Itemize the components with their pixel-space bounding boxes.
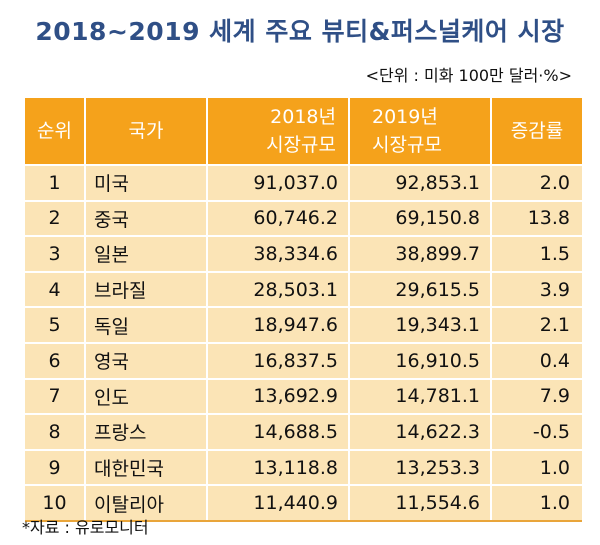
table-row: 3 일본 38,334.6 38,899.7 1.5: [25, 235, 582, 272]
cell-2018: 13,118.8: [207, 448, 350, 486]
table-row: 7 인도 13,692.9 14,781.1 7.9: [25, 377, 582, 415]
cell-growth: 13.8: [491, 199, 582, 237]
header-growth: 증감률: [491, 98, 582, 165]
cell-2019: 69,150.8: [349, 199, 492, 237]
cell-country: 인도: [85, 377, 208, 415]
cell-2019: 29,615.5: [349, 270, 492, 308]
cell-country: 중국: [85, 199, 208, 237]
cell-2019: 11,554.6: [349, 484, 492, 522]
cell-rank: 1: [25, 164, 86, 201]
cell-rank: 4: [25, 270, 86, 308]
cell-growth: 3.9: [491, 270, 582, 308]
table-row: 1 미국 91,037.0 92,853.1 2.0: [25, 164, 582, 201]
cell-2019: 14,622.3: [349, 413, 492, 450]
header-2019-label: 시장규모: [372, 134, 442, 156]
cell-rank: 3: [25, 235, 86, 272]
header-country: 국가: [85, 98, 208, 165]
table-row: 5 독일 18,947.6 19,343.1 2.1: [25, 306, 582, 343]
cell-growth: 1.0: [491, 448, 582, 486]
cell-rank: 5: [25, 306, 86, 343]
cell-rank: 8: [25, 413, 86, 450]
cell-2018: 91,037.0: [207, 164, 350, 201]
table-header-row: 순위 국가 2018년 시장규모 2019년 시장규모 증감률: [25, 98, 582, 165]
cell-rank: 7: [25, 377, 86, 415]
cell-2018: 38,334.6: [207, 235, 350, 272]
cell-growth: 1.5: [491, 235, 582, 272]
cell-growth: 7.9: [491, 377, 582, 415]
cell-2019: 14,781.1: [349, 377, 492, 415]
unit-note: <단위 : 미화 100만 달러·%>: [365, 66, 572, 85]
cell-growth: 1.0: [491, 484, 582, 522]
cell-country: 이탈리아: [85, 484, 208, 522]
cell-2018: 13,692.9: [207, 377, 350, 415]
cell-2019: 38,899.7: [349, 235, 492, 272]
cell-country: 독일: [85, 306, 208, 343]
cell-2018: 16,837.5: [207, 341, 350, 379]
table-row: 4 브라질 28,503.1 29,615.5 3.9: [25, 270, 582, 308]
cell-rank: 9: [25, 448, 86, 486]
cell-rank: 10: [25, 484, 86, 522]
cell-country: 브라질: [85, 270, 208, 308]
cell-2018: 18,947.6: [207, 306, 350, 343]
cell-2019: 13,253.3: [349, 448, 492, 486]
cell-2018: 28,503.1: [207, 270, 350, 308]
cell-country: 일본: [85, 235, 208, 272]
header-rank: 순위: [25, 98, 86, 165]
cell-country: 대한민국: [85, 448, 208, 486]
header-2019: 2019년 시장규모: [349, 98, 492, 165]
cell-growth: -0.5: [491, 413, 582, 450]
cell-growth: 0.4: [491, 341, 582, 379]
header-2019-year: 2019년: [372, 106, 438, 128]
market-table: 순위 국가 2018년 시장규모 2019년 시장규모 증감률 1 미국 91,03…: [25, 98, 582, 522]
cell-rank: 2: [25, 199, 86, 237]
cell-2019: 92,853.1: [349, 164, 492, 201]
header-2018-label: 시장규모: [266, 134, 336, 156]
table-row: 10 이탈리아 11,440.9 11,554.6 1.0: [25, 484, 582, 522]
cell-2018: 11,440.9: [207, 484, 350, 522]
cell-growth: 2.0: [491, 164, 582, 201]
page-title: 2018~2019 세계 주요 뷰티&퍼스널케어 시장: [35, 17, 565, 46]
cell-country: 미국: [85, 164, 208, 201]
cell-country: 프랑스: [85, 413, 208, 450]
cell-2019: 19,343.1: [349, 306, 492, 343]
table-row: 8 프랑스 14,688.5 14,622.3 -0.5: [25, 413, 582, 450]
cell-2019: 16,910.5: [349, 341, 492, 379]
cell-growth: 2.1: [491, 306, 582, 343]
table-row: 6 영국 16,837.5 16,910.5 0.4: [25, 341, 582, 379]
source-note: *자료 : 유로모니터: [22, 518, 149, 537]
cell-2018: 14,688.5: [207, 413, 350, 450]
header-2018: 2018년 시장규모: [207, 98, 350, 165]
cell-2018: 60,746.2: [207, 199, 350, 237]
cell-country: 영국: [85, 341, 208, 379]
table-row: 9 대한민국 13,118.8 13,253.3 1.0: [25, 448, 582, 486]
table-row: 2 중국 60,746.2 69,150.8 13.8: [25, 199, 582, 237]
header-2018-year: 2018년: [270, 106, 336, 128]
cell-rank: 6: [25, 341, 86, 379]
